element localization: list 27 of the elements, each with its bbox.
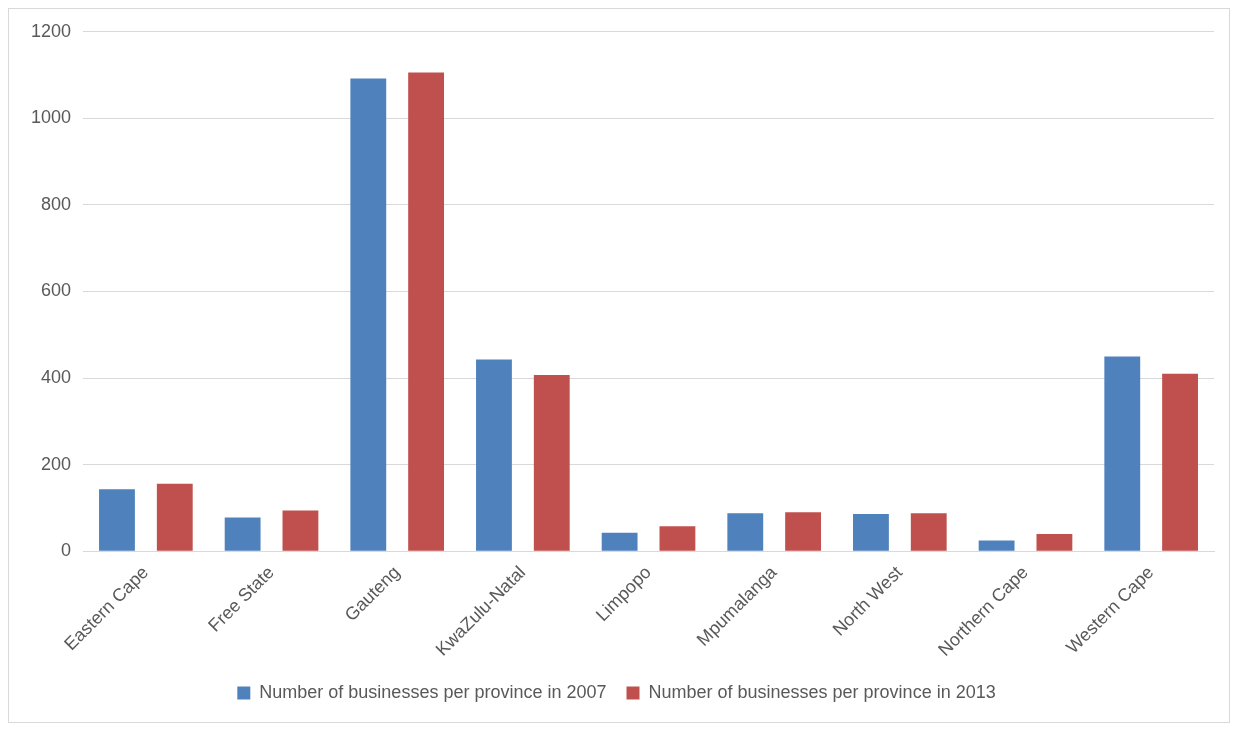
bar bbox=[659, 526, 696, 551]
bar bbox=[727, 513, 764, 551]
bar bbox=[533, 375, 570, 551]
bar bbox=[1036, 533, 1073, 551]
bar bbox=[1104, 356, 1141, 551]
bar bbox=[978, 540, 1015, 551]
bar bbox=[476, 359, 512, 551]
bar bbox=[282, 510, 319, 551]
bar bbox=[350, 78, 387, 551]
bar bbox=[601, 532, 638, 551]
y-tick-label: 0 bbox=[61, 540, 72, 561]
bar bbox=[785, 512, 822, 551]
bar bbox=[910, 513, 947, 551]
bar bbox=[224, 517, 261, 551]
bar bbox=[99, 489, 135, 551]
legend-label: Number of businesses per province in 2013 bbox=[648, 681, 996, 702]
bar bbox=[853, 514, 889, 551]
bar bbox=[1162, 373, 1198, 551]
y-tick-label: 1000 bbox=[31, 107, 72, 128]
legend-label: Number of businesses per province in 2007 bbox=[259, 681, 607, 702]
y-tick-label: 800 bbox=[41, 193, 72, 214]
y-tick-label: 400 bbox=[41, 367, 72, 388]
y-tick-label: 200 bbox=[41, 453, 72, 474]
bar bbox=[156, 483, 193, 551]
bar bbox=[408, 72, 445, 551]
y-tick-label: 600 bbox=[41, 280, 72, 301]
y-tick-label: 1200 bbox=[31, 20, 72, 41]
